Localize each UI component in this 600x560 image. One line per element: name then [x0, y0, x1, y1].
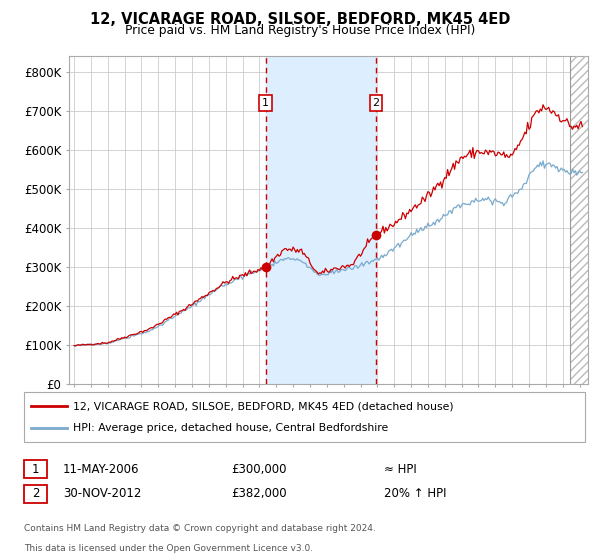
Bar: [266, 56, 376, 384]
Text: 30-NOV-2012: 30-NOV-2012: [63, 487, 142, 501]
Text: This data is licensed under the Open Government Licence v3.0.: This data is licensed under the Open Gov…: [24, 544, 313, 553]
Text: 12, VICARAGE ROAD, SILSOE, BEDFORD, MK45 4ED (detached house): 12, VICARAGE ROAD, SILSOE, BEDFORD, MK45…: [73, 401, 454, 411]
Text: £300,000: £300,000: [231, 463, 287, 476]
Text: £382,000: £382,000: [231, 487, 287, 501]
Text: Price paid vs. HM Land Registry's House Price Index (HPI): Price paid vs. HM Land Registry's House …: [125, 24, 475, 36]
Text: 2: 2: [32, 487, 39, 501]
Text: HPI: Average price, detached house, Central Bedfordshire: HPI: Average price, detached house, Cent…: [73, 423, 388, 433]
Bar: [570, 56, 600, 384]
Text: ≈ HPI: ≈ HPI: [384, 463, 417, 476]
Text: 12, VICARAGE ROAD, SILSOE, BEDFORD, MK45 4ED: 12, VICARAGE ROAD, SILSOE, BEDFORD, MK45…: [90, 12, 510, 27]
Text: 2: 2: [373, 98, 380, 108]
Bar: [570, 56, 600, 384]
Text: 1: 1: [262, 98, 269, 108]
Text: 20% ↑ HPI: 20% ↑ HPI: [384, 487, 446, 501]
Text: 11-MAY-2006: 11-MAY-2006: [63, 463, 139, 476]
Text: 1: 1: [32, 463, 39, 476]
Text: Contains HM Land Registry data © Crown copyright and database right 2024.: Contains HM Land Registry data © Crown c…: [24, 524, 376, 533]
